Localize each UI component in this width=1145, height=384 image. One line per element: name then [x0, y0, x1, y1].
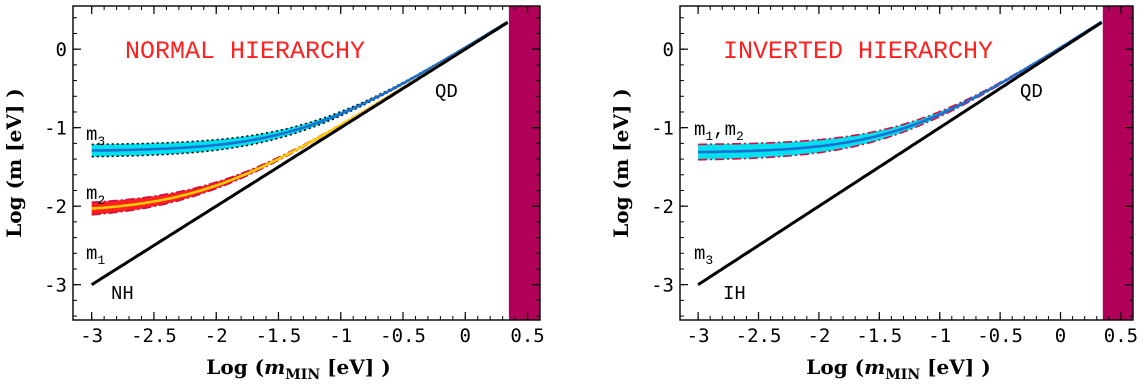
x-tick-label: -0.5	[380, 325, 426, 347]
x-tick-label: -2.5	[736, 325, 782, 347]
x-tick-label: -1.5	[256, 325, 302, 347]
chart-panel-2: -3 -2.5 -2 -1.5 -1 -0.5 0 0.5 0 -1 -2 -3 Log (m [eV]…	[609, 5, 1138, 383]
x-tick-label: -2	[205, 325, 228, 347]
y-tick-label: -2	[44, 196, 67, 218]
y-tick-label: -3	[44, 275, 67, 297]
y-tick-label: -2	[651, 196, 674, 218]
y-tick-label: -3	[651, 275, 674, 297]
x-tick-label: -2.5	[131, 325, 177, 347]
y-axis-label: Log (m [eV] )	[2, 88, 26, 238]
x-tick-label: -3	[687, 325, 710, 347]
hierarchy-label: IH	[723, 283, 746, 305]
excluded-region-band	[508, 6, 540, 320]
mass-m1-m2-label: m1,m2	[694, 119, 744, 144]
x-tick-label: 0	[1055, 325, 1066, 347]
x-axis-label: Log (mMIN [eV] )	[206, 355, 390, 383]
series-m1,m2-lower-edge	[698, 21, 1103, 161]
x-tick-label: -1.5	[856, 325, 902, 347]
chart-title: NORMAL HIERARCHY	[125, 37, 365, 66]
x-axis-label: Log (mMIN [eV] )	[806, 355, 990, 383]
x-tick-label: -1	[329, 325, 352, 347]
chart-title: INVERTED HIERARCHY	[723, 37, 993, 66]
hierarchy-label: NH	[111, 283, 134, 305]
x-tick-label: 0.5	[1104, 325, 1138, 347]
x-tick-label: -1	[928, 325, 951, 347]
chart-panel-1: -3 -2.5 -2 -1.5 -1 -0.5 0 0.5 0 -1 -2 -3 Log (m [eV]…	[2, 5, 545, 383]
y-tick-label: -1	[44, 118, 67, 140]
series-m3-central-line	[91, 20, 509, 152]
y-tick-label: 0	[663, 39, 674, 61]
plot-frame	[679, 5, 1134, 321]
y-tick-label: 0	[56, 39, 67, 61]
excluded-region-band	[1102, 6, 1133, 320]
x-tick-label: -0.5	[977, 325, 1023, 347]
plot-frame	[72, 5, 541, 321]
series-m1,m2-central-line	[698, 20, 1103, 154]
x-tick-label: -2	[807, 325, 830, 347]
series-m3-line	[697, 21, 1103, 286]
x-tick-label: 0.5	[510, 325, 544, 347]
quasi-degenerate-label: QD	[1020, 81, 1043, 103]
mass-m3-label: m3	[694, 243, 713, 268]
mass-m1-label: m1	[86, 243, 105, 268]
quasi-degenerate-label: QD	[435, 81, 458, 103]
mass-m2-label: m2	[86, 183, 105, 208]
x-tick-label: 0	[460, 325, 471, 347]
mass-m3-label: m3	[86, 124, 105, 149]
series-m1-line	[90, 21, 509, 286]
series-m1,m2-band	[698, 21, 1102, 160]
y-axis-label: Log (m [eV] )	[609, 88, 633, 238]
x-tick-label: -3	[80, 325, 103, 347]
y-tick-label: -1	[651, 118, 674, 140]
